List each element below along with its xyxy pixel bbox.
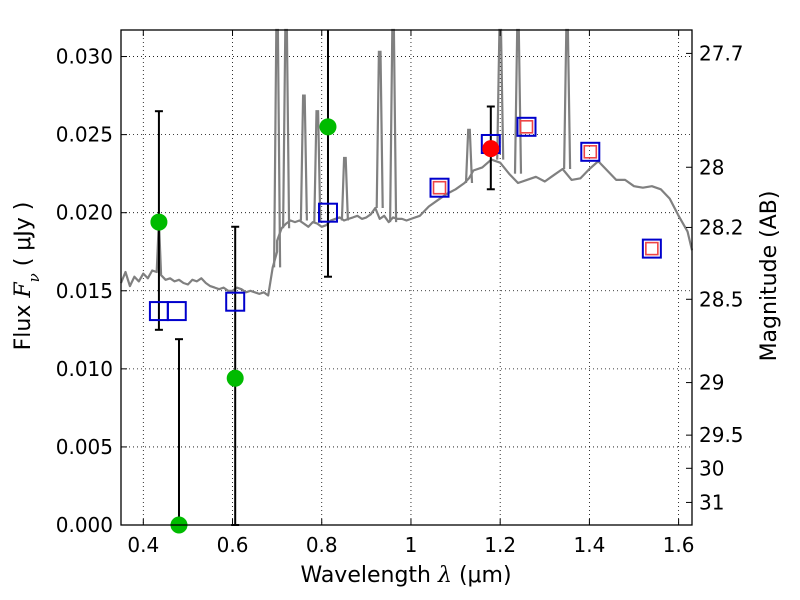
x-tick-label: 1.4 [573, 533, 605, 557]
y-tick-label: 0.015 [56, 279, 113, 303]
y-tick-label: 0.025 [56, 123, 113, 147]
y2-tick-label: 28.2 [699, 215, 744, 239]
x-tick-label: 1.2 [484, 533, 516, 557]
model-band-square [166, 301, 187, 322]
y-axis-symbol: F [11, 282, 36, 299]
emission-line [389, 28, 398, 223]
y2-axis-title: Magnitude (AB) [757, 191, 782, 362]
y2-tick-label: 31 [699, 490, 724, 514]
model-band-square-inner [519, 120, 534, 134]
errorbar-layer [154, 30, 495, 526]
model-band-square [225, 291, 246, 312]
y-axis-title: Flux Fν ( μJy ) [11, 202, 43, 351]
x-axis-unit: (μm) [459, 563, 512, 588]
y2-tick-label: 28.5 [699, 287, 744, 311]
grid [121, 30, 692, 526]
flux-point [482, 140, 500, 158]
flux-point [150, 213, 168, 231]
model-band-square [317, 202, 338, 223]
y-tick-label: 0.010 [56, 357, 113, 381]
model-band-square-inner [583, 144, 598, 159]
y-tick-label: 0.030 [56, 45, 113, 69]
x-tick-label: 1 [405, 533, 418, 557]
x-axis-symbol: λ [437, 563, 452, 588]
y2-tick-label: 29.5 [699, 423, 744, 447]
x-tick-label: 1.6 [663, 533, 695, 557]
spectrum-layer [119, 28, 694, 297]
flux-point [319, 118, 337, 136]
x-tick-label: 0.6 [217, 533, 249, 557]
y-tick-label: 0.020 [56, 201, 113, 225]
marker-layer [148, 116, 662, 534]
x-tick-label: 0.8 [306, 533, 338, 557]
y2-tick-label: 27.7 [699, 41, 744, 65]
emission-line [273, 28, 282, 268]
emission-line [375, 50, 384, 209]
emission-line [282, 28, 291, 229]
model-band-square [641, 238, 662, 259]
y2-tick-label: 29 [699, 371, 724, 395]
model-band-square-inner [645, 241, 659, 256]
emission-line [563, 28, 572, 170]
y2-tick-label: 28 [699, 155, 724, 179]
y2-tick-label: 30 [699, 456, 724, 480]
plot-frame [120, 29, 693, 526]
emission-line [464, 128, 474, 184]
emission-line [299, 94, 308, 221]
flux-point [226, 369, 244, 387]
y-tick-label: 0.000 [56, 513, 113, 537]
emission-line [313, 110, 322, 223]
y-axis-subscript: ν [25, 273, 43, 282]
tick-layer: 0.4 0.6 0.8 1 1.2 1.4 1.6 0.000 0.005 0.010 0.015 0… [56, 30, 744, 557]
emission-line [513, 28, 523, 174]
model-band-square [429, 177, 450, 198]
y-axis-unit: ( μJy ) [11, 202, 36, 267]
y-axis-label: Flux [11, 305, 36, 351]
model-band-square-inner [432, 180, 447, 195]
x-tick-label: 0.4 [127, 533, 159, 557]
x-axis-label: Wavelength [300, 563, 431, 588]
y-tick-label: 0.005 [56, 435, 113, 459]
model-band-square [580, 141, 601, 162]
x-axis-title: Wavelength λ (μm) [300, 563, 511, 588]
spectrum-line [119, 158, 694, 297]
model-band-square [516, 116, 537, 137]
emission-line [340, 156, 349, 221]
